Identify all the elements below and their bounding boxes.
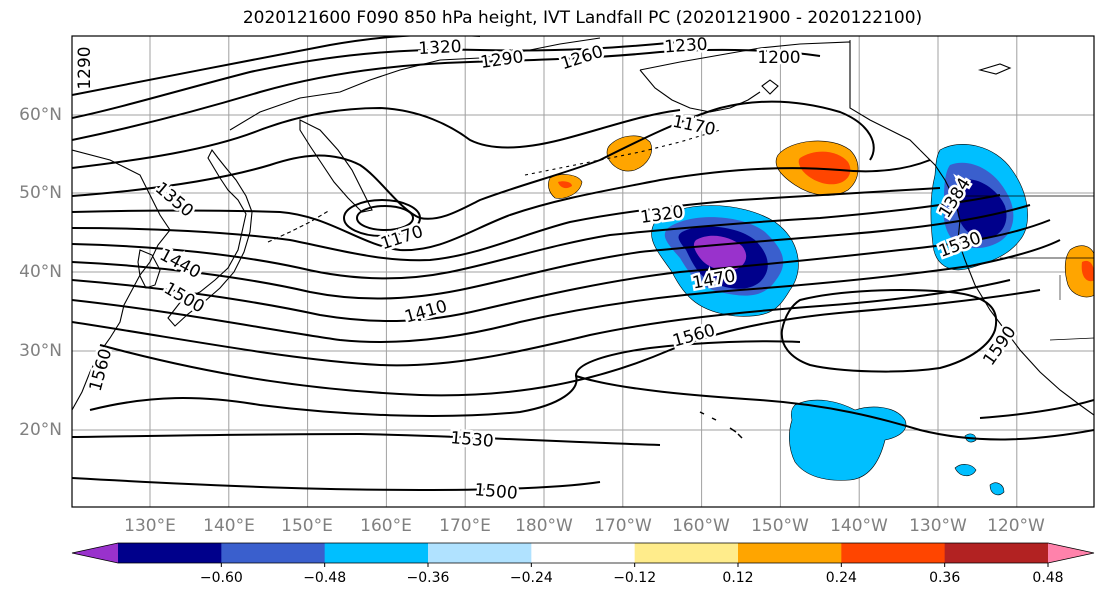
colorbar-tick-label: 0.24 bbox=[826, 570, 857, 586]
colorbar-segment bbox=[118, 543, 222, 563]
colorbar-segment bbox=[221, 543, 326, 563]
contour-label: 1290 bbox=[75, 46, 95, 89]
lon-label: 160°E bbox=[360, 516, 412, 536]
height-contours bbox=[72, 36, 1094, 492]
colorbar-tick-label: 0.12 bbox=[722, 570, 753, 586]
lon-label: 140°W bbox=[830, 516, 888, 536]
colorbar-tick-label: −0.60 bbox=[200, 570, 243, 586]
colorbar-tick-label: −0.24 bbox=[510, 570, 553, 586]
contour-label: 1410 bbox=[402, 296, 449, 327]
lon-label: 160°W bbox=[672, 516, 730, 536]
lat-label: 60°N bbox=[19, 105, 62, 125]
colorbar-tick-label: −0.48 bbox=[303, 570, 346, 586]
lon-label: 170°E bbox=[439, 516, 491, 536]
colorbar-extend-min bbox=[72, 543, 118, 563]
ivt-positive-region-southwest bbox=[1081, 261, 1094, 282]
contour-label: 1590 bbox=[979, 323, 1020, 370]
lon-label: 130°W bbox=[909, 516, 967, 536]
lat-label: 40°N bbox=[19, 262, 62, 282]
colorbar-segment bbox=[634, 543, 739, 563]
colorbar-ticks: −0.60 −0.48 −0.36 −0.24 −0.12 0.12 0.24 0.36 0.4… bbox=[200, 563, 1064, 586]
ivt-positive-region-aleutian bbox=[606, 135, 652, 172]
contour-label: 1200 bbox=[757, 48, 800, 68]
lon-label: 180°W bbox=[515, 516, 573, 536]
graticule bbox=[72, 36, 1094, 507]
colorbar-segments bbox=[71, 542, 1095, 564]
contour-label: 1500 bbox=[160, 279, 207, 318]
latitude-labels: 60°N 50°N 40°N 30°N 20°N bbox=[19, 105, 62, 440]
colorbar-segment bbox=[738, 543, 842, 563]
contour-label: 1260 bbox=[558, 42, 605, 74]
colorbar-extend-max bbox=[1048, 543, 1094, 563]
ivt-negative-region-south bbox=[954, 464, 977, 477]
contour-label: 1560 bbox=[670, 320, 717, 351]
contour-label: 1560 bbox=[86, 347, 117, 394]
contour-label: 1230 bbox=[664, 35, 709, 58]
colorbar-tick-label: 0.36 bbox=[929, 570, 960, 586]
ivt-negative-region-south bbox=[989, 482, 1005, 496]
lon-label: 150°W bbox=[751, 516, 809, 536]
colorbar-segment bbox=[531, 543, 636, 563]
ivt-positive-region-aleutian bbox=[558, 181, 572, 189]
colorbar-tick-label: 0.48 bbox=[1032, 570, 1063, 586]
contour-label: 1170 bbox=[671, 112, 717, 141]
colorbar-segment bbox=[841, 543, 946, 563]
colorbar-segment bbox=[428, 543, 532, 563]
contour-label: 1320 bbox=[418, 37, 462, 59]
lon-label: 120°W bbox=[987, 516, 1045, 536]
colorbar-tick-label: −0.36 bbox=[407, 570, 450, 586]
lat-label: 30°N bbox=[19, 341, 62, 361]
map-title: 2020121600 F090 850 hPa height, IVT Land… bbox=[242, 8, 923, 28]
ivt-negative-region-south bbox=[789, 399, 907, 481]
coastlines bbox=[72, 37, 1094, 439]
longitude-labels: 130°E 140°E 150°E 160°E 170°E 180°W 170°… bbox=[124, 516, 1045, 536]
colorbar-tick-label: −0.12 bbox=[613, 570, 656, 586]
lon-label: 170°W bbox=[594, 516, 652, 536]
map-frame bbox=[71, 35, 1095, 508]
ivt-negative-region-coast bbox=[956, 179, 1007, 239]
colorbar-segment bbox=[324, 543, 429, 563]
colorbar-segment bbox=[944, 543, 1049, 563]
colorbar: −0.60 −0.48 −0.36 −0.24 −0.12 0.12 0.24 0.36 0.4… bbox=[71, 542, 1095, 586]
contour-label: 1530 bbox=[450, 428, 495, 452]
lat-label: 20°N bbox=[19, 420, 62, 440]
lon-label: 140°E bbox=[203, 516, 255, 536]
ivt-positive-region-southwest bbox=[1064, 245, 1094, 298]
lon-label: 150°E bbox=[281, 516, 333, 536]
contour-label: 1500 bbox=[474, 480, 519, 504]
colorbar-outline bbox=[71, 542, 1095, 564]
lat-label: 50°N bbox=[19, 183, 62, 203]
lon-label: 130°E bbox=[124, 516, 176, 536]
